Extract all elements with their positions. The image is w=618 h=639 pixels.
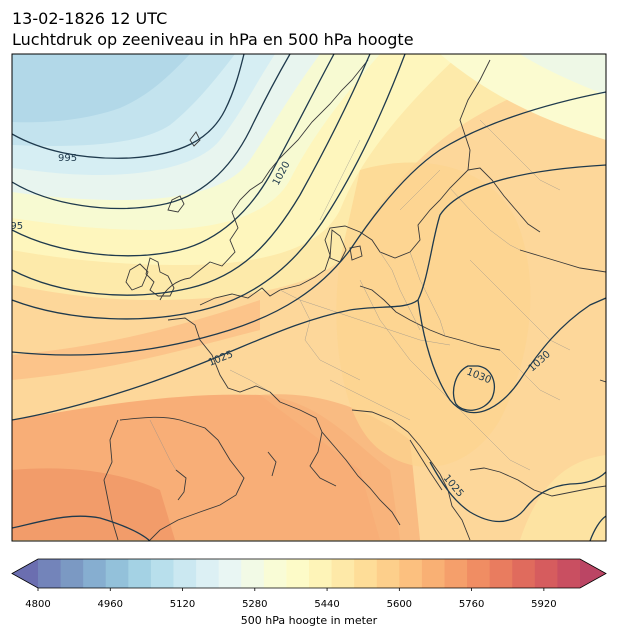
- colorbar-cell: [467, 559, 491, 588]
- colorbar-tick-label: 5600: [387, 599, 412, 610]
- colorbar-cell: [105, 559, 129, 588]
- colorbar-cell: [421, 559, 446, 588]
- colorbar-tick-label: 5920: [531, 599, 556, 610]
- colorbar-tick-label: 5440: [314, 599, 339, 610]
- colorbar-outline: [11, 558, 607, 589]
- colorbar-cell: [196, 559, 220, 588]
- colorbar-cell: [60, 559, 84, 588]
- colorbar-cell: [173, 559, 197, 588]
- colorbar-cell: [83, 559, 107, 588]
- colorbar-tick-label: 5120: [170, 599, 195, 610]
- coastlines: [103, 59, 606, 541]
- colorbar-tick-label: 4800: [25, 599, 50, 610]
- isobar-label-995-b: 995: [4, 221, 23, 232]
- colorbar-cell: [218, 559, 242, 588]
- colorbar-cell: [241, 559, 265, 588]
- colorbar-tick-label: 5760: [459, 599, 484, 610]
- colorbar-cell: [512, 559, 536, 588]
- colorbar-cell: [534, 559, 559, 588]
- colorbar-cells: [38, 559, 581, 588]
- colorbar-cell: [354, 559, 378, 588]
- colorbar-right-arrow: [580, 559, 606, 588]
- colorbar-cell: [286, 559, 310, 588]
- colorbar-cell: [376, 559, 400, 588]
- colorbar-cell: [150, 559, 175, 588]
- colorbar-cell: [557, 559, 581, 588]
- height-field: [12, 54, 606, 541]
- colorbar-tick-label: 5280: [242, 599, 267, 610]
- colorbar-cell: [309, 559, 333, 588]
- isobar-label-995-a: 995: [58, 153, 77, 164]
- colorbar-cell: [38, 559, 62, 588]
- map-datetime: 13-02-1826 12 UTC: [12, 9, 168, 28]
- colorbar-cell: [128, 559, 152, 588]
- colorbar-cell: [399, 559, 423, 588]
- colorbar-ticks: 4800 4960 5120 5280 5440 5600 5760 5920: [25, 588, 557, 610]
- colorbar-left-arrow: [12, 559, 38, 588]
- colorbar-cell: [444, 559, 468, 588]
- colorbar-cell: [489, 559, 513, 588]
- map-frame: [11, 53, 607, 542]
- colorbar-cell: [331, 559, 355, 588]
- isobars: [12, 54, 606, 541]
- colorbar-cell: [263, 559, 288, 588]
- map-subtitle: Luchtdruk op zeeniveau in hPa en 500 hPa…: [12, 30, 414, 49]
- colorbar-title: 500 hPa hoogte in meter: [240, 614, 378, 627]
- country-borders: [149, 119, 571, 471]
- colorbar-tick-label: 4960: [98, 599, 123, 610]
